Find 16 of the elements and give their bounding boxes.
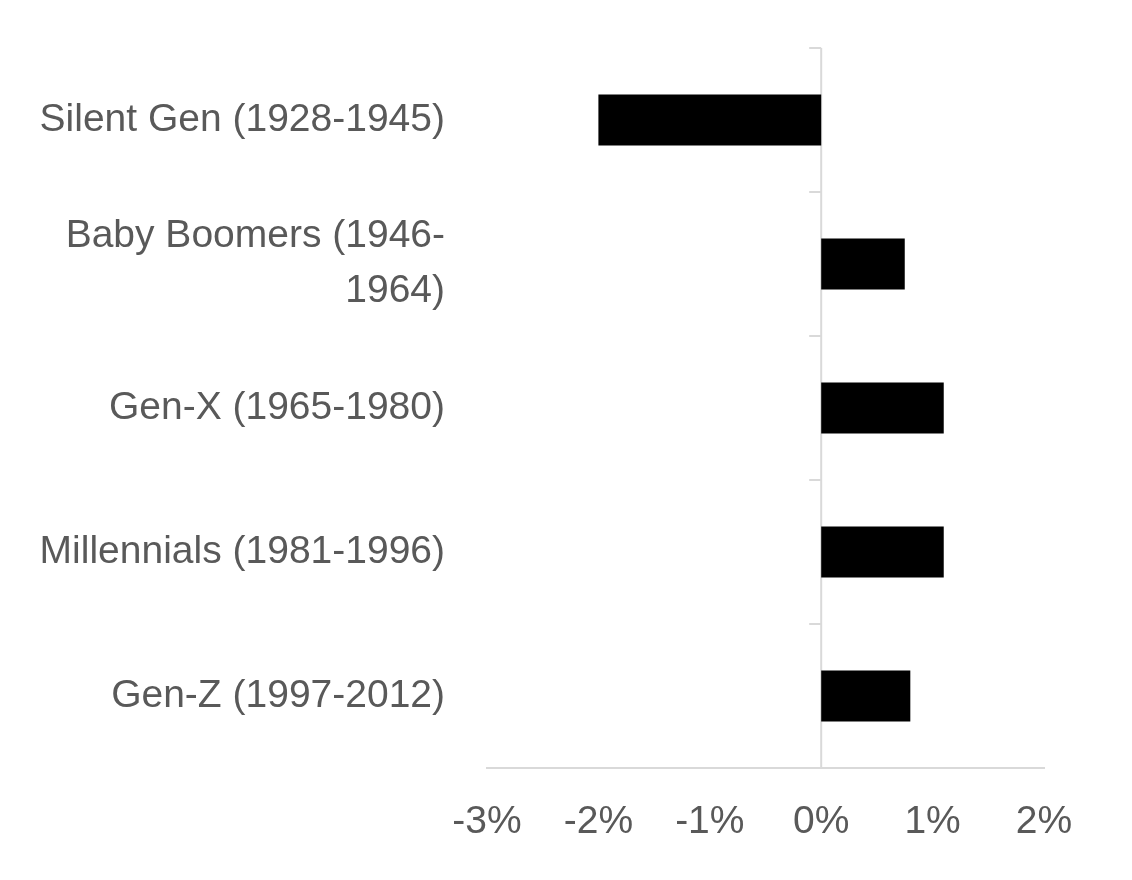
bar [821,526,944,578]
bar [821,670,911,722]
x-tick-label: -3% [452,798,522,842]
y-tick-label: Gen-Z (1997-2012) [111,671,445,715]
y-tick-label: Baby Boomers (1946-1964) [65,212,445,311]
x-tick-label: -2% [563,798,634,842]
x-tick-label: -1% [675,798,745,842]
y-tick-label: Millennials (1981-1996) [39,527,445,571]
x-tick-label: 2% [1015,798,1073,842]
bar [821,238,905,290]
bar [598,94,822,146]
x-tick-label: 1% [904,798,961,842]
y-tick-label: Gen-X (1965-1980) [108,383,445,427]
bar [821,382,944,434]
x-tick-label: 0% [793,798,850,842]
y-tick-label: Silent Gen (1928-1945) [39,95,445,139]
